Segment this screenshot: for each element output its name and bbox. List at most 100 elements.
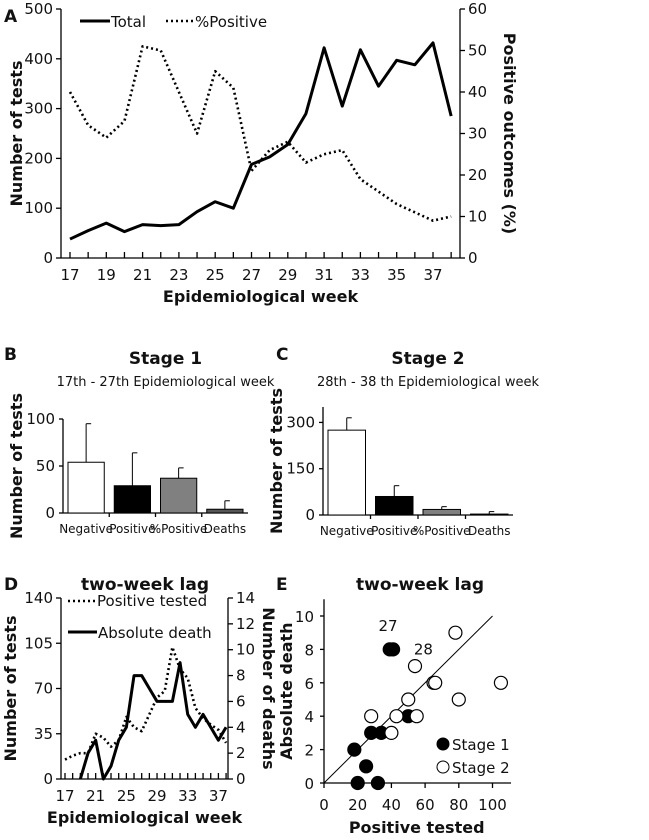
x-axis-label: Epidemiological week bbox=[47, 808, 243, 827]
panel-label: C bbox=[276, 345, 288, 365]
x-tick-label: %Positive bbox=[150, 522, 208, 536]
x-tick-label: 17 bbox=[60, 266, 79, 284]
y2-tick-label: 30 bbox=[468, 125, 487, 143]
y-tick-label: 8 bbox=[304, 641, 314, 659]
y-tick-label: 300 bbox=[24, 100, 53, 118]
x-tick-label: %Positive bbox=[413, 524, 471, 538]
chart-title-e: two-week lag bbox=[356, 575, 484, 595]
x-axis-label: Epidemiological week bbox=[163, 287, 359, 306]
y2-tick-label: 0 bbox=[236, 770, 246, 788]
x-tick-label: 25 bbox=[117, 787, 136, 805]
series-line--positive bbox=[68, 45, 452, 222]
chart-title: Stage 1 bbox=[129, 349, 202, 369]
y-tick-label: 2 bbox=[304, 742, 314, 760]
y-axis-label: Absolute death bbox=[277, 622, 296, 759]
legend-stage-2-label: Stage 2 bbox=[452, 759, 510, 777]
y2-tick-label: 14 bbox=[236, 589, 255, 607]
x-tick-label: Deaths bbox=[468, 524, 511, 538]
point-stage-2 bbox=[448, 625, 463, 640]
bar-positive bbox=[160, 477, 198, 514]
y2-tick-label: 2 bbox=[236, 744, 246, 762]
y-tick-label: 0 bbox=[45, 504, 55, 522]
y-tick-label: 50 bbox=[36, 457, 55, 475]
y-tick-label: 300 bbox=[286, 413, 315, 431]
y-axis-label: Number of tests bbox=[7, 393, 26, 539]
x-tick-label: 29 bbox=[278, 266, 297, 284]
point-stage-1 bbox=[385, 642, 401, 657]
x-tick-label: 23 bbox=[169, 266, 188, 284]
bar-deaths bbox=[470, 513, 509, 516]
legend-positive-label: %Positive bbox=[195, 13, 267, 31]
panel-label-e: E bbox=[276, 575, 288, 595]
bar-deaths bbox=[206, 508, 244, 514]
y-tick-label: 400 bbox=[24, 50, 53, 68]
y2-tick-label: 12 bbox=[236, 615, 255, 633]
panel-label-d: D bbox=[4, 575, 18, 595]
x-tick-label: Positive bbox=[109, 522, 155, 536]
chart-title-d: two-week lag bbox=[81, 575, 209, 595]
legend-absolute-death-label: Absolute death bbox=[98, 624, 212, 642]
annotation-28: 28 bbox=[414, 640, 433, 658]
x-tick-label: Deaths bbox=[204, 522, 247, 536]
y2-tick-label: 4 bbox=[236, 718, 246, 736]
x-tick-label: 25 bbox=[206, 266, 225, 284]
x-tick-label: 19 bbox=[97, 266, 116, 284]
y-tick-label: 70 bbox=[34, 680, 53, 698]
panel-label-a: A bbox=[4, 7, 18, 27]
bar-negative bbox=[327, 429, 366, 516]
y-tick-label: 150 bbox=[286, 460, 315, 478]
y-tick-label: 140 bbox=[24, 589, 53, 607]
y-tick-label: 100 bbox=[26, 410, 55, 428]
x-tick-label: 0 bbox=[319, 796, 329, 814]
legend-stage-2-marker bbox=[436, 760, 450, 774]
x-tick-label: 60 bbox=[416, 796, 435, 814]
point-stage-2 bbox=[384, 725, 399, 741]
point-stage-1 bbox=[347, 742, 362, 757]
legend-total-label: Total bbox=[110, 13, 146, 31]
y-tick-label: 0 bbox=[305, 506, 315, 524]
point-stage-2 bbox=[389, 709, 404, 724]
legend-stage-1-label: Stage 1 bbox=[452, 736, 510, 754]
x-tick-label: 31 bbox=[315, 266, 334, 284]
x-tick-label: 40 bbox=[382, 796, 401, 814]
y-tick-label: 0 bbox=[304, 775, 314, 793]
x-tick-label: Negative bbox=[320, 524, 374, 538]
point-stage-1 bbox=[350, 775, 365, 791]
y2-tick-label: 0 bbox=[468, 249, 478, 267]
y-tick-label: 6 bbox=[304, 675, 314, 693]
series-line-absolute-death bbox=[78, 661, 228, 781]
point-stage-1 bbox=[370, 775, 386, 791]
point-stage-2 bbox=[409, 709, 424, 724]
x-tick-label: Negative bbox=[59, 522, 113, 536]
legend-stage-1-marker bbox=[436, 737, 450, 751]
annotation-27: 27 bbox=[378, 617, 397, 635]
point-stage-2 bbox=[407, 658, 423, 674]
x-tick-label: 21 bbox=[133, 266, 152, 284]
x-tick-label: 35 bbox=[387, 266, 406, 284]
y-tick-label: 100 bbox=[24, 199, 53, 217]
y-tick-label: 105 bbox=[24, 634, 53, 652]
x-tick-label: 20 bbox=[348, 796, 367, 814]
y2-axis-label: Positive outcomes (%) bbox=[500, 33, 519, 235]
chart-subtitle: 28th - 38 th Epidemiological week bbox=[317, 375, 539, 390]
y2-tick-label: 20 bbox=[468, 166, 487, 184]
y-tick-label: 10 bbox=[295, 608, 314, 626]
chart-title: Stage 2 bbox=[391, 349, 464, 369]
y2-tick-label: 8 bbox=[236, 667, 246, 685]
y-tick-label: 200 bbox=[24, 149, 53, 167]
x-tick-label: 37 bbox=[209, 787, 228, 805]
y2-tick-label: 50 bbox=[468, 42, 487, 60]
bar-positive bbox=[422, 508, 461, 516]
x-tick-label: 33 bbox=[351, 266, 370, 284]
chart-subtitle: 17th - 27th Epidemiological week bbox=[57, 375, 275, 390]
point-stage-2 bbox=[364, 709, 379, 724]
point-stage-2 bbox=[428, 675, 443, 690]
y-axis-label: Number of tests bbox=[267, 388, 286, 534]
bar-positive bbox=[113, 485, 151, 514]
x-tick-label: 80 bbox=[449, 796, 468, 814]
x-axis-label: Positive tested bbox=[349, 818, 485, 837]
y2-tick-label: 6 bbox=[236, 692, 246, 710]
y-tick-label: 500 bbox=[24, 0, 53, 18]
y-tick-label: 4 bbox=[304, 708, 314, 726]
